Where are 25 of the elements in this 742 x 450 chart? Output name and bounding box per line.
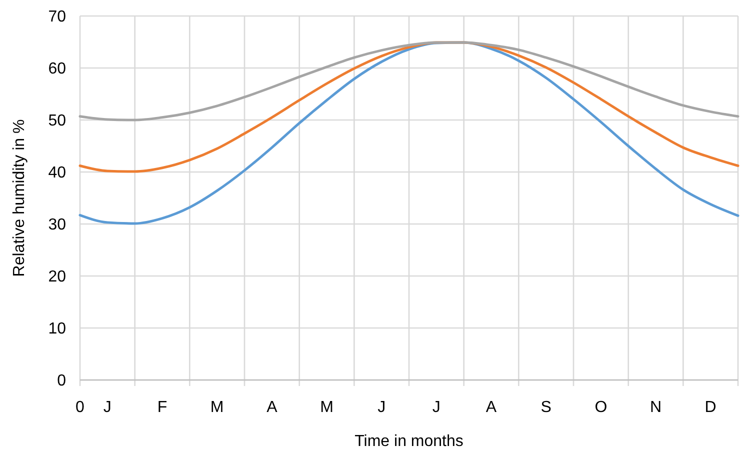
line-series — [78, 41, 740, 225]
x-tick-label: N — [650, 399, 662, 416]
x-tick-label: M — [320, 399, 334, 416]
x-tick-label: A — [486, 399, 497, 416]
x-tick-label: J — [432, 399, 440, 416]
y-tick-label: 20 — [48, 268, 66, 286]
y-tick-label: 10 — [48, 320, 66, 338]
y-tick-label: 60 — [48, 60, 66, 78]
x-tick-label: M — [210, 399, 224, 416]
x-tick-label: D — [704, 399, 716, 416]
y-tick-label: 50 — [48, 112, 66, 130]
x-tick-label: J — [378, 399, 386, 416]
y-axis-title: Relative humidity in % — [11, 119, 28, 277]
x-tick-label: O — [594, 399, 608, 416]
x-tick-label: 0 — [76, 399, 85, 416]
line-series — [78, 41, 740, 122]
x-axis-title: Time in months — [354, 433, 464, 450]
x-tick-label: J — [103, 399, 112, 416]
y-tick-label: 70 — [48, 8, 66, 26]
y-tick-label: 30 — [48, 216, 66, 234]
x-tick-label: A — [266, 399, 278, 416]
x-tick-label: S — [540, 399, 552, 416]
y-tick-label: 0 — [57, 372, 66, 390]
x-tick-label: F — [157, 399, 168, 416]
y-tick-label: 40 — [48, 164, 66, 182]
